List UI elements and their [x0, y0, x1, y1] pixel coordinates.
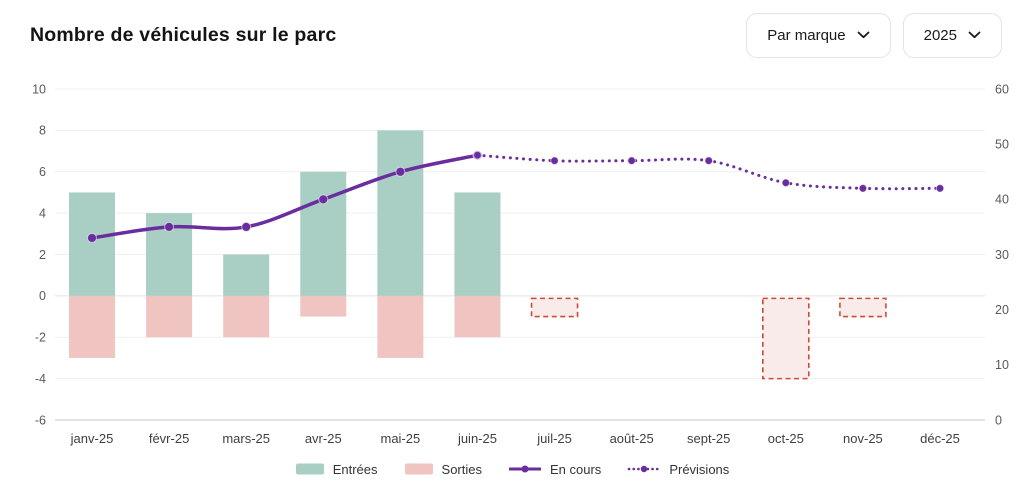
- svg-text:0: 0: [39, 289, 46, 303]
- dotted-line-swatch-icon: [628, 465, 661, 473]
- svg-text:juin-25: juin-25: [457, 431, 497, 446]
- svg-text:juil-25: juil-25: [536, 431, 572, 446]
- year-dropdown-label: 2025: [923, 26, 957, 44]
- legend-label: Entrées: [332, 461, 378, 477]
- brand-filter-dropdown[interactable]: Par marque: [746, 12, 891, 58]
- chart-header: Nombre de véhicules sur le parc Par marq…: [0, 0, 1024, 62]
- svg-text:févr-25: févr-25: [149, 431, 189, 446]
- svg-text:janv-25: janv-25: [70, 431, 114, 446]
- svg-text:-2: -2: [35, 331, 46, 345]
- svg-text:août-25: août-25: [610, 431, 654, 446]
- legend-item-en-cours[interactable]: En cours: [508, 462, 601, 477]
- bar-swatch-icon: [295, 463, 324, 475]
- legend-label: En cours: [550, 461, 602, 477]
- brand-filter-label: Par marque: [767, 26, 846, 44]
- chevron-down-icon: [968, 31, 981, 39]
- svg-text:10: 10: [995, 358, 1009, 372]
- svg-text:0: 0: [995, 413, 1002, 427]
- legend-item-previsions[interactable]: Prévisions: [627, 462, 729, 477]
- svg-text:déc-25: déc-25: [920, 431, 960, 446]
- svg-text:20: 20: [995, 303, 1009, 317]
- svg-text:4: 4: [39, 206, 46, 220]
- filter-controls: Par marque 2025: [746, 12, 1002, 58]
- chevron-down-icon: [857, 31, 870, 39]
- svg-text:-4: -4: [35, 372, 46, 386]
- svg-text:avr-25: avr-25: [305, 431, 342, 446]
- svg-text:-6: -6: [35, 413, 46, 427]
- svg-text:10: 10: [32, 82, 46, 96]
- legend-item-entrees[interactable]: Entrées: [295, 462, 378, 477]
- legend-item-sorties[interactable]: Sorties: [404, 462, 482, 477]
- page-title: Nombre de véhicules sur le parc: [30, 23, 337, 46]
- svg-text:oct-25: oct-25: [768, 431, 804, 446]
- svg-text:40: 40: [995, 193, 1009, 207]
- svg-text:6: 6: [39, 165, 46, 179]
- svg-text:mai-25: mai-25: [380, 431, 420, 446]
- svg-text:2: 2: [39, 248, 46, 262]
- legend-label: Sorties: [441, 461, 482, 477]
- svg-text:sept-25: sept-25: [687, 431, 730, 446]
- svg-text:30: 30: [995, 248, 1009, 262]
- legend-label: Prévisions: [669, 461, 730, 477]
- chart-legend: Entrées Sorties En cours Prévisions: [0, 457, 1024, 481]
- vehicles-chart: 10 8 6 4 2 0 -2 -4 -6 60 50 40 30 20 10 0 janv-25 févr-25…: [0, 65, 1024, 450]
- line-swatch-icon: [509, 465, 541, 473]
- svg-text:8: 8: [39, 124, 46, 138]
- svg-text:50: 50: [995, 137, 1009, 151]
- bar-swatch-icon: [404, 463, 433, 475]
- svg-text:nov-25: nov-25: [843, 431, 883, 446]
- year-dropdown[interactable]: 2025: [902, 12, 1002, 58]
- svg-text:mars-25: mars-25: [222, 431, 270, 446]
- svg-text:60: 60: [995, 82, 1009, 96]
